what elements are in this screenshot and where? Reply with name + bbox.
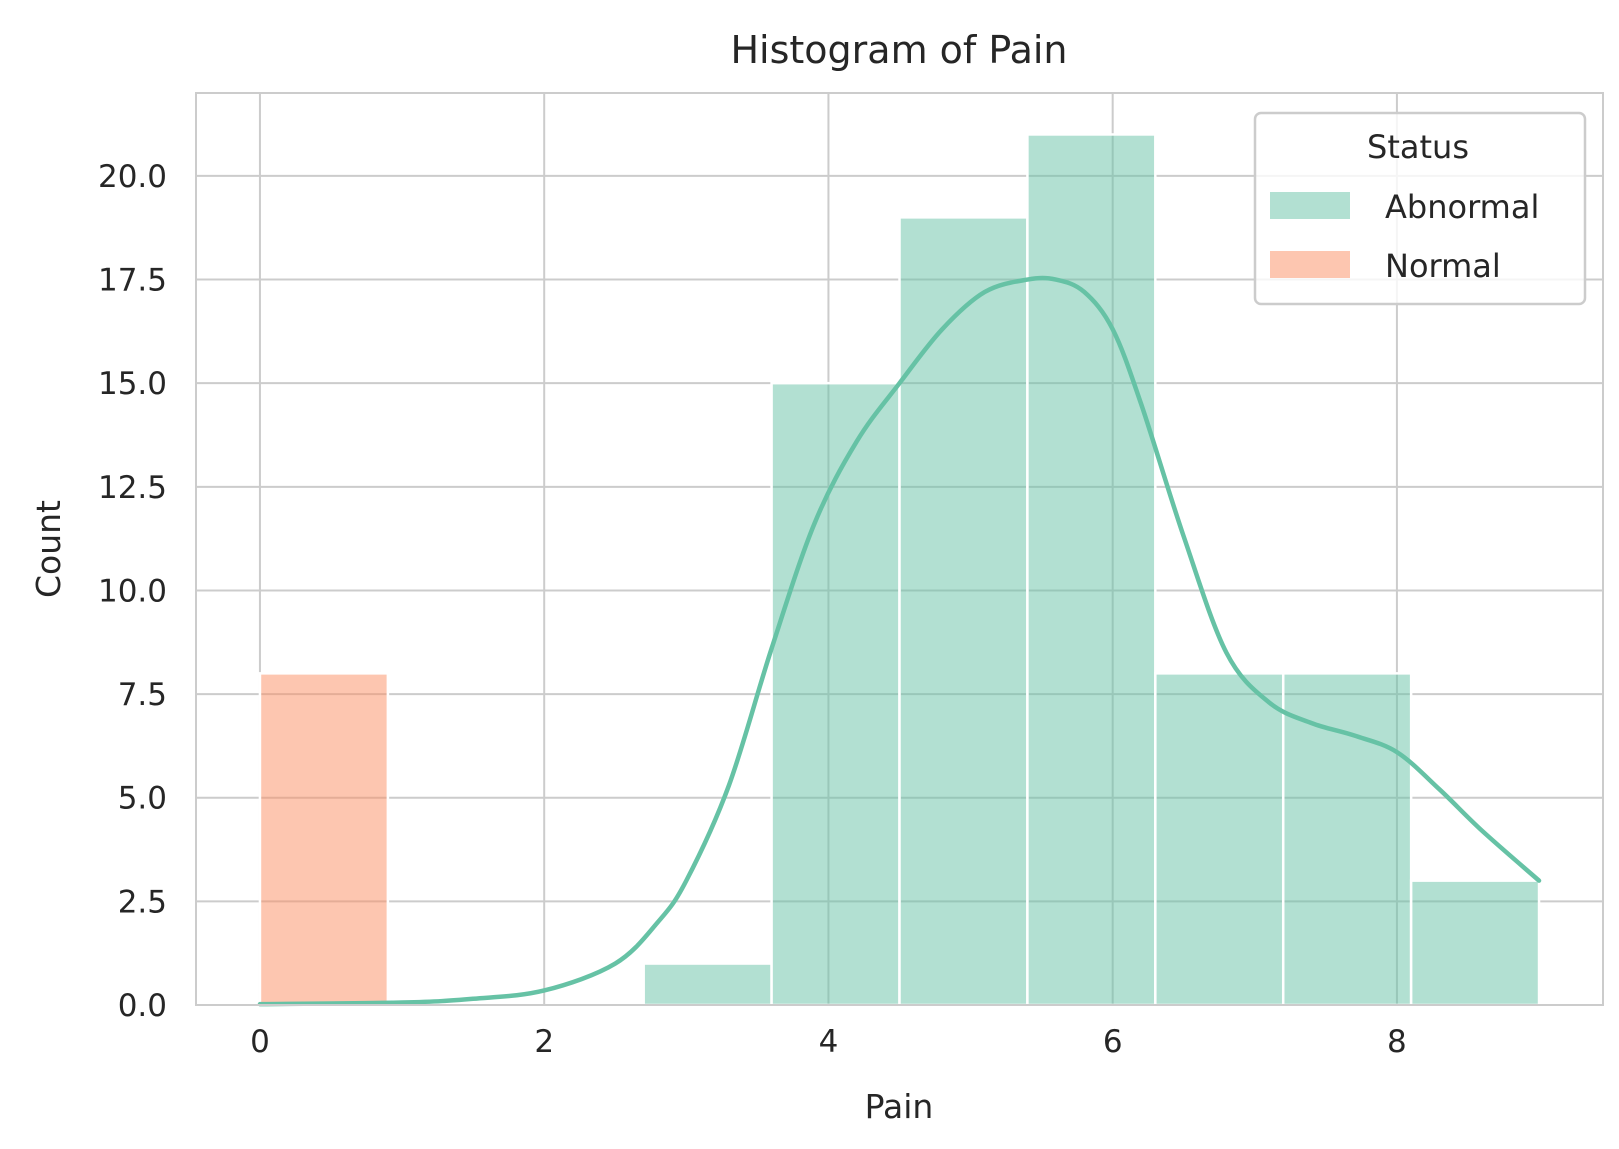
y-tick-label: 10.0 xyxy=(98,573,167,609)
legend: Status Abnormal Normal xyxy=(1253,111,1587,306)
legend-label-normal: Normal xyxy=(1385,247,1501,285)
legend-label-abnormal: Abnormal xyxy=(1385,188,1539,226)
plot-frame xyxy=(195,92,1604,1006)
kde-line-abnormal xyxy=(257,275,1542,1007)
bar-abnormal xyxy=(770,381,901,1007)
y-tick-label: 17.5 xyxy=(98,263,167,299)
y-axis-label: Count xyxy=(29,500,68,598)
legend-swatch-abnormal xyxy=(1270,192,1350,219)
x-tick-labels: 0 2 4 6 8 xyxy=(250,1024,1407,1060)
y-tick-label: 0.0 xyxy=(118,988,167,1024)
bar-abnormal xyxy=(1409,879,1541,1007)
y-tick-label: 12.5 xyxy=(98,470,167,506)
kde-curves xyxy=(257,275,1542,1007)
bar-abnormal xyxy=(1026,133,1157,1007)
chart-title: Histogram of Pain xyxy=(730,28,1067,72)
x-tick-label: 2 xyxy=(534,1024,554,1060)
legend-title: Status xyxy=(1367,128,1469,166)
x-axis-label: Pain xyxy=(865,1087,934,1126)
y-tick-label: 7.5 xyxy=(118,677,167,713)
bar-abnormal xyxy=(898,216,1029,1007)
y-tick-label: 20.0 xyxy=(98,159,167,195)
bar-normal xyxy=(258,672,390,1007)
x-tick-label: 8 xyxy=(1387,1024,1407,1060)
bar-abnormal xyxy=(1154,672,1285,1007)
bar-abnormal xyxy=(1281,672,1413,1007)
y-tick-label: 5.0 xyxy=(118,781,167,817)
y-tick-label: 2.5 xyxy=(118,884,167,920)
bars xyxy=(258,133,1541,1007)
x-tick-label: 6 xyxy=(1103,1024,1123,1060)
x-tick-label: 4 xyxy=(819,1024,839,1060)
bar-abnormal xyxy=(642,962,773,1007)
x-tick-label: 0 xyxy=(250,1024,270,1060)
legend-swatch-normal xyxy=(1270,251,1350,278)
y-tick-labels: 0.0 2.5 5.0 7.5 10.0 12.5 15.0 17.5 20.0 xyxy=(98,159,167,1024)
y-tick-label: 15.0 xyxy=(98,366,167,402)
